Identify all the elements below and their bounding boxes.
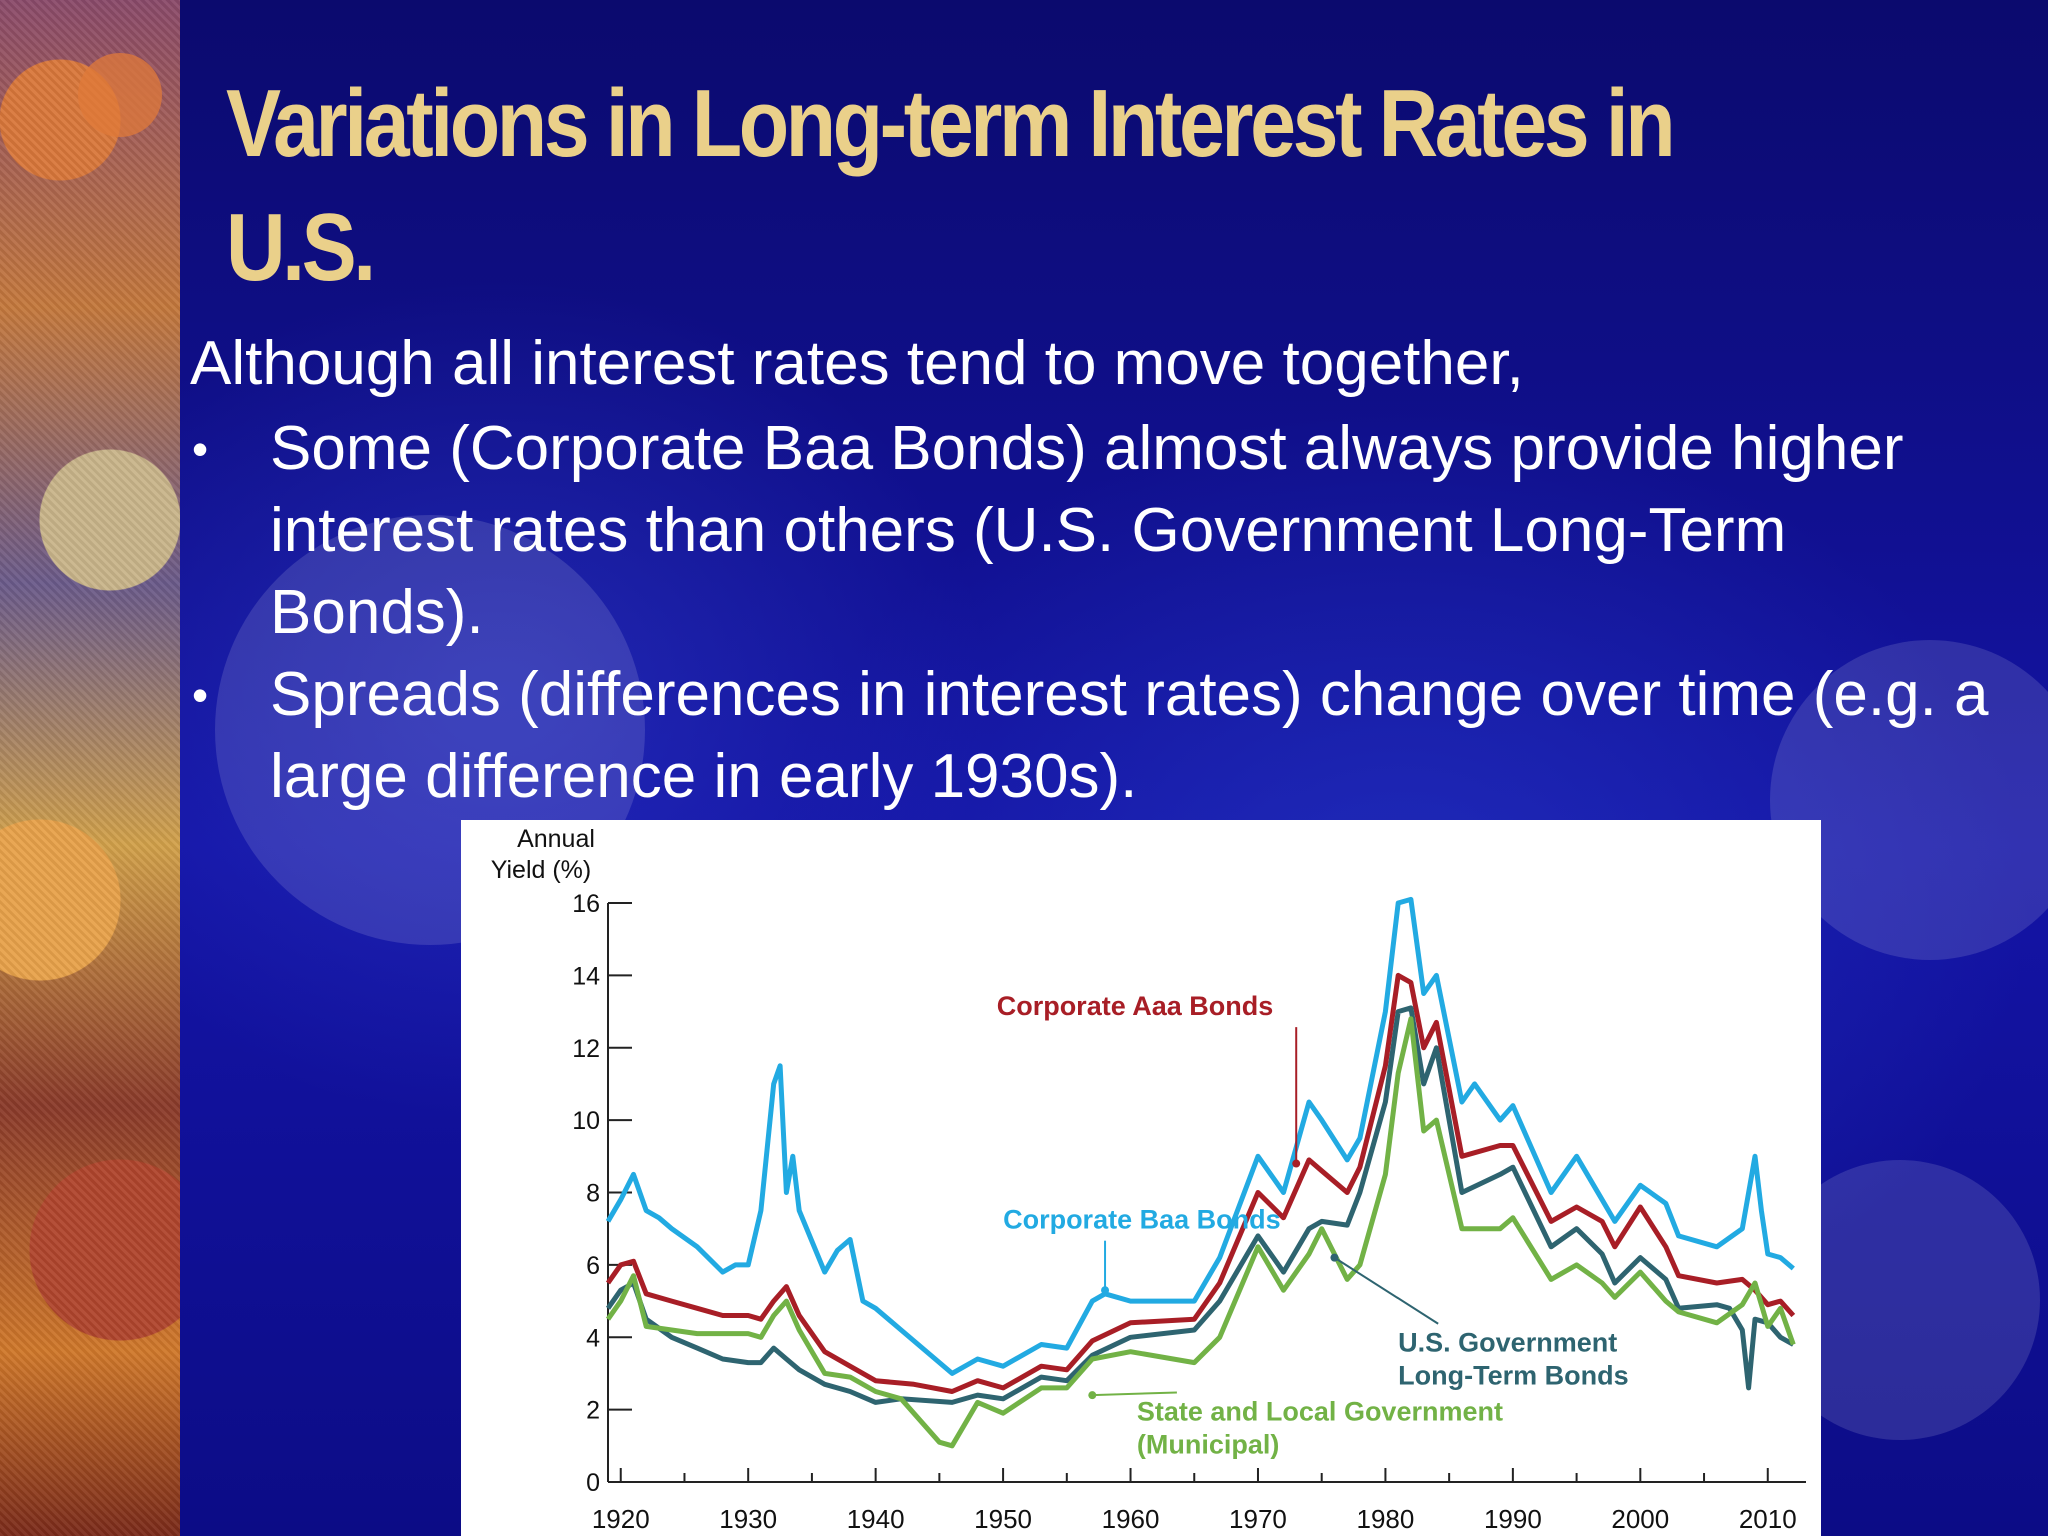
x-tick-label: 1960 (1102, 1504, 1160, 1534)
series-label-arrowhead (1088, 1391, 1097, 1400)
x-tick-label: 1930 (719, 1504, 777, 1534)
series-line (605, 972, 1796, 1394)
y-tick-label: 14 (572, 962, 600, 990)
bullet-text: Spreads (differences in interest rates) … (270, 660, 1989, 811)
series-label-arrowhead (1101, 1286, 1110, 1295)
gear-icon (215, 515, 2048, 1440)
bullet-item: • Spreads (differences in interest rates… (190, 654, 2000, 818)
bullet-item: • Some (Corporate Baa Bonds) almost alwa… (190, 408, 2000, 654)
x-tick-label: 1920 (592, 1504, 650, 1534)
y-axis-title-line-2: Yield (%) (491, 856, 592, 884)
x-tick-label: 2010 (1739, 1504, 1797, 1534)
series-label-arrowhead (1330, 1253, 1339, 1262)
y-axis-title-line-1: Annual (517, 825, 595, 853)
series-line (605, 1016, 1796, 1449)
y-tick-label: 10 (572, 1107, 600, 1135)
y-tick-label: 6 (586, 1252, 600, 1280)
interest-rate-chart: 0 2 4 6 8 10 12 14 16 1920 1930 1940 1950 1960 1970 198… (491, 825, 1806, 1534)
y-tick-label: 16 (572, 890, 600, 918)
y-tick-label: 12 (572, 1035, 600, 1063)
x-tick-label: 1950 (974, 1504, 1032, 1534)
y-tick-label: 4 (586, 1324, 600, 1352)
bullet-icon: • (192, 423, 209, 475)
series-label: Long-Term Bonds (1398, 1361, 1628, 1391)
x-tick-label: 1990 (1484, 1504, 1542, 1534)
chart-panel: 0 2 4 6 8 10 12 14 16 1920 1930 1940 1950 1960 1970 198… (461, 820, 1821, 1536)
y-tick-label: 0 (586, 1469, 600, 1497)
y-tick-label: 8 (586, 1180, 600, 1208)
series-label: Corporate Aaa Bonds (997, 991, 1274, 1021)
bullet-text: Some (Corporate Baa Bonds) almost always… (270, 414, 1904, 647)
bullet-list: • Some (Corporate Baa Bonds) almost alwa… (190, 408, 2000, 818)
series-label-arrow (1333, 1256, 1439, 1325)
series-line (605, 1005, 1795, 1405)
x-tick-label: 1940 (847, 1504, 905, 1534)
x-tick-label: 1970 (1229, 1504, 1287, 1534)
series-label-arrow (1092, 1391, 1177, 1397)
decorative-side-strip (0, 0, 180, 1536)
x-tick-label: 1980 (1357, 1504, 1415, 1534)
gear-icon (78, 53, 162, 137)
slide-title: Variations in Long-term Interest Rates i… (226, 70, 1676, 301)
intro-text: Although all interest rates tend to move… (190, 329, 1524, 398)
series-label: State and Local Government (1137, 1396, 1503, 1426)
series-label: Corporate Baa Bonds (1003, 1205, 1281, 1235)
series-line (605, 896, 1795, 1376)
x-tick-label: 2000 (1611, 1504, 1669, 1534)
series-label-arrowhead (1292, 1159, 1301, 1168)
y-tick-label: 2 (586, 1397, 600, 1425)
bullet-icon: • (192, 669, 209, 721)
series-label: (Municipal) (1137, 1429, 1280, 1459)
series-label: U.S. Government (1398, 1328, 1617, 1358)
